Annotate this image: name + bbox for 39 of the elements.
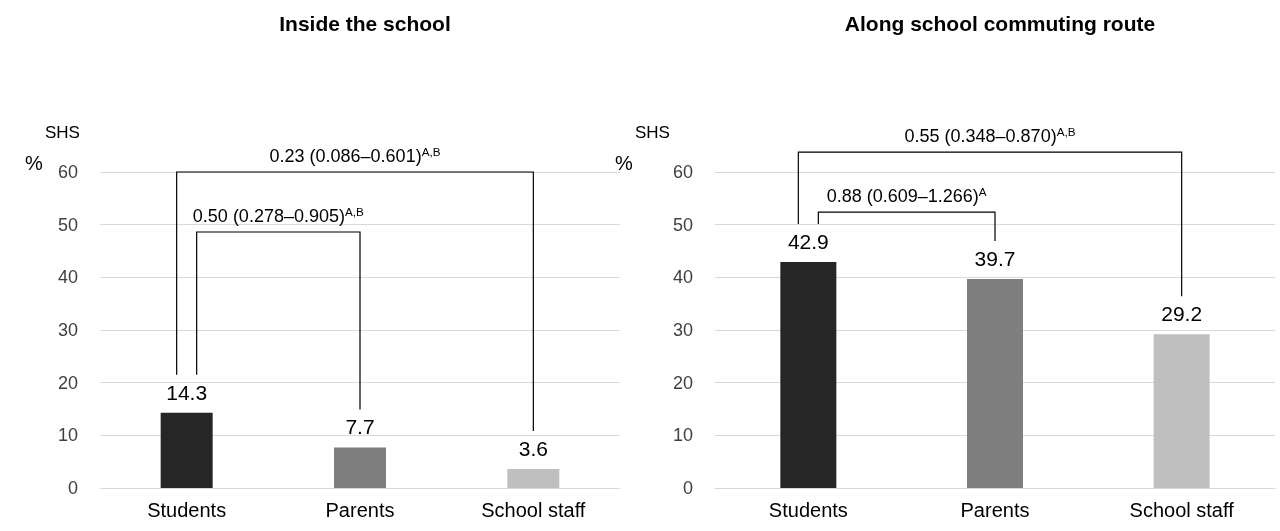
y-tick-label: 20: [672, 372, 693, 393]
annotation: 0.50 (0.278–0.905)$^{A,B}$: [192, 204, 365, 226]
x-tick-label: School staff: [481, 499, 586, 521]
chart-title: Inside the school: [279, 12, 451, 35]
x-tick-label: School staff: [1129, 499, 1235, 521]
data-label: 7.7: [345, 415, 375, 439]
bar: [334, 447, 386, 488]
x-tick-label: Students: [768, 499, 848, 521]
bar: [507, 469, 560, 488]
data-label: 39.7: [974, 246, 1016, 270]
y-tick-label: 20: [57, 372, 78, 393]
bar: [967, 278, 1023, 488]
y-tick-label: 50: [672, 214, 693, 235]
text: 0.23 (0.086–0.601)$^{A,B}$: [269, 144, 441, 166]
x-tick-label: Parents: [960, 499, 1030, 521]
y-tick-label: 60: [57, 162, 78, 182]
data-label: 14.3: [166, 380, 208, 404]
y-tick-label: 40: [57, 267, 78, 288]
y-tick-label: 0: [67, 478, 78, 498]
data-label: 3.6: [518, 437, 548, 461]
y-tick-label: 30: [57, 320, 78, 340]
annotation: 0.88 (0.609–1.266)$^{A}$: [826, 184, 987, 207]
x-tick-label: Parents: [325, 499, 395, 521]
y-tick-label: 60: [672, 162, 693, 182]
text: 0.55 (0.348–0.870)$^{A,B}$: [904, 124, 1076, 147]
chart-title: Along school commuting route: [844, 12, 1156, 35]
y-tick-label: 0: [682, 478, 693, 498]
y-tick-label: 10: [672, 425, 693, 446]
bar: [780, 262, 837, 488]
bar: [160, 412, 213, 488]
y-axis-title: SHS %: [615, 123, 670, 174]
bar: [1153, 334, 1210, 488]
y-tick-label: 10: [57, 425, 78, 446]
data-label: 42.9: [787, 230, 829, 254]
data-label: 29.2: [1161, 302, 1203, 326]
y-tick-label: 40: [672, 267, 693, 288]
y-tick-label: 30: [672, 320, 693, 340]
y-tick-label: 50: [57, 214, 78, 235]
x-tick-label: Students: [147, 499, 227, 521]
